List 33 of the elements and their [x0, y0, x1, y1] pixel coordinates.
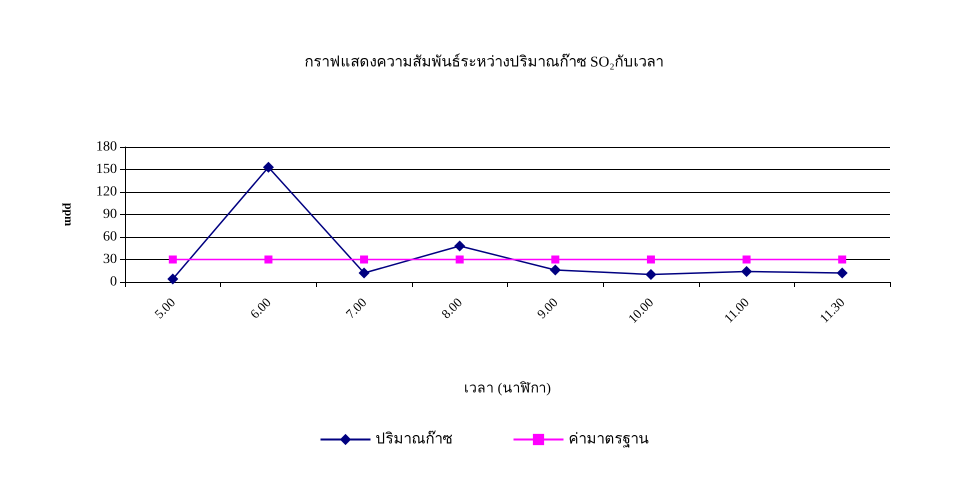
point [167, 274, 178, 284]
point [360, 256, 368, 264]
point [456, 256, 464, 264]
y-axis-title: ppm [62, 202, 76, 226]
x-tick-label: 9.00 [534, 294, 561, 322]
y-tick-label: 90 [103, 207, 117, 222]
point [550, 264, 561, 276]
x-tick-label: 6.00 [247, 294, 274, 322]
point [741, 266, 752, 277]
x-tick-label: 7.00 [342, 294, 370, 322]
point [742, 256, 751, 264]
point [358, 268, 370, 278]
y-tick-label: 180 [96, 140, 117, 154]
y-tick-label: 0 [110, 274, 117, 290]
x-tick-label: 8.00 [438, 294, 465, 322]
y-tick-label: 120 [96, 184, 117, 200]
point [646, 256, 655, 264]
x-tick-label: 5.00 [151, 294, 178, 322]
point [645, 269, 656, 280]
point [551, 256, 560, 264]
x-axis-title: เวลา (นาฬิกา) [464, 382, 552, 396]
chart-title: กราฟแสดงความสัมพันธ์ระหว่างปริมาณก๊าซ SO₂กับเวลา [304, 54, 664, 70]
point [264, 256, 272, 264]
legend-label: ค่ามาตรฐาน [568, 432, 648, 448]
point [454, 240, 466, 252]
y-tick-label: 150 [96, 162, 117, 177]
point [838, 256, 846, 264]
y-tick-label: 60 [103, 230, 117, 244]
point [836, 268, 848, 278]
legend-label: ปริมาณก๊าซ [376, 430, 452, 448]
point [168, 256, 177, 264]
point [262, 162, 274, 173]
y-tick-label: 30 [103, 252, 117, 267]
